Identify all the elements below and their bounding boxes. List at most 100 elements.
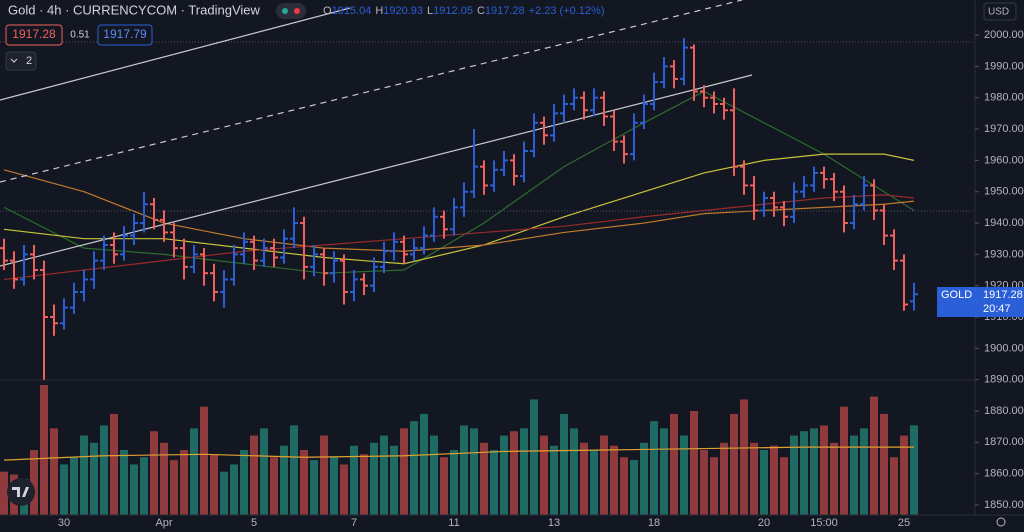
volume-bar <box>710 457 718 515</box>
volume-bar <box>150 431 158 515</box>
volume-bar <box>380 435 388 515</box>
volume-bar <box>760 450 768 515</box>
legend-label: L <box>427 5 433 17</box>
volume-bar <box>740 399 748 515</box>
volume-bar <box>650 421 658 515</box>
volume-bar <box>50 428 58 515</box>
chevron <box>10 58 18 63</box>
volume-bar <box>790 435 798 515</box>
currency-button[interactable] <box>983 2 1017 21</box>
volume-bar <box>750 442 758 515</box>
legend-label: O <box>323 5 332 17</box>
price-axis <box>975 0 1024 532</box>
x-tick-label: 30 <box>58 517 70 529</box>
volume-bar <box>110 413 118 515</box>
price-tag-value: 1917.28 <box>983 289 1023 301</box>
volume-bar <box>340 464 348 515</box>
volume-bar <box>260 428 268 515</box>
x-tick-label: 13 <box>548 517 560 529</box>
ask-price: 1917.79 <box>103 27 147 41</box>
volume-bar <box>40 385 48 515</box>
ma-layer <box>3 90 915 281</box>
volume-bar <box>220 471 228 515</box>
moving-average <box>3 153 915 265</box>
settings-icon[interactable] <box>996 517 1006 527</box>
volume-bar <box>770 445 778 515</box>
volume-bar <box>280 445 288 515</box>
volume-bar <box>410 421 418 515</box>
volume-bar <box>610 445 618 515</box>
volume-bar <box>360 454 368 515</box>
x-tick-label: 18 <box>648 517 660 529</box>
volume-bar <box>730 413 738 515</box>
volume-bar <box>490 450 498 515</box>
bars-layer <box>0 38 918 380</box>
x-tick-label: 15:00 <box>810 517 838 529</box>
volume-bar <box>530 399 538 515</box>
volume-bar <box>560 413 568 515</box>
x-tick-label: 11 <box>448 517 459 529</box>
volume-bar <box>420 413 428 515</box>
volume-bar <box>160 442 168 515</box>
volume-layer <box>0 385 918 515</box>
volume-bar <box>30 450 38 515</box>
volume-bar <box>320 435 328 515</box>
volume-bar <box>90 442 98 515</box>
price-tag-countdown: 20:47 <box>983 303 1011 315</box>
volume-bar <box>60 464 68 515</box>
volume-bar <box>240 450 248 515</box>
volume-bar <box>350 445 358 515</box>
volume-bar <box>620 457 628 515</box>
legend-label: C <box>477 5 485 17</box>
volume-bar <box>680 435 688 515</box>
volume-bar <box>140 457 148 515</box>
volume-bar <box>630 460 638 515</box>
y-tick-label: 1960.00 <box>984 154 1024 166</box>
volume-bar <box>570 428 578 515</box>
y-tick-label: 1980.00 <box>984 92 1024 104</box>
legend-value: 1920.93 <box>383 5 423 17</box>
volume-bar <box>80 435 88 515</box>
volume-bar <box>720 442 728 515</box>
volume-bar <box>190 428 198 515</box>
moving-average <box>3 194 915 281</box>
volume-bar <box>860 428 868 515</box>
toggle[interactable] <box>276 3 306 19</box>
volume-bar <box>830 442 838 515</box>
volume-bar <box>330 457 338 515</box>
volume-bar <box>840 406 848 515</box>
indicators-toggle[interactable] <box>5 51 37 71</box>
status-dot <box>294 8 300 14</box>
spread: 0.51 <box>70 30 90 41</box>
volume-bar <box>550 445 558 515</box>
legend-value: 1915.04 <box>332 5 372 17</box>
volume-bar <box>910 425 918 515</box>
volume-bar <box>370 442 378 515</box>
buy-button[interactable] <box>97 24 153 46</box>
bid-price: 1917.28 <box>12 27 56 41</box>
logo[interactable] <box>7 478 35 506</box>
chart-title: Gold · 4h · CURRENCYCOM · TradingView <box>8 2 260 17</box>
legend-label: H <box>375 5 383 17</box>
volume-bar <box>500 435 508 515</box>
ohlc-legend: O1915.04 H1920.93 L1912.05 C1917.28 +2.23 (+… <box>323 5 605 17</box>
volume-bar <box>210 454 218 515</box>
volume-bar <box>480 442 488 515</box>
volume-bar <box>510 431 518 515</box>
x-tick-label: 7 <box>351 517 357 529</box>
volume-bar <box>450 450 458 515</box>
volume-bar <box>70 457 78 515</box>
price-tag-symbol: GOLD <box>941 289 972 301</box>
volume-bar <box>120 450 128 515</box>
y-tick-label: 1900.00 <box>984 342 1024 354</box>
volume-bar <box>540 435 548 515</box>
volume-bar <box>130 464 138 515</box>
legend-value: 1912.05 <box>433 5 473 17</box>
volume-bar <box>870 396 878 515</box>
volume-bar <box>810 428 818 515</box>
volume-bar <box>290 425 298 515</box>
x-tick-label: 20 <box>758 517 770 529</box>
sell-button[interactable] <box>5 24 63 46</box>
volume-bar <box>430 435 438 515</box>
